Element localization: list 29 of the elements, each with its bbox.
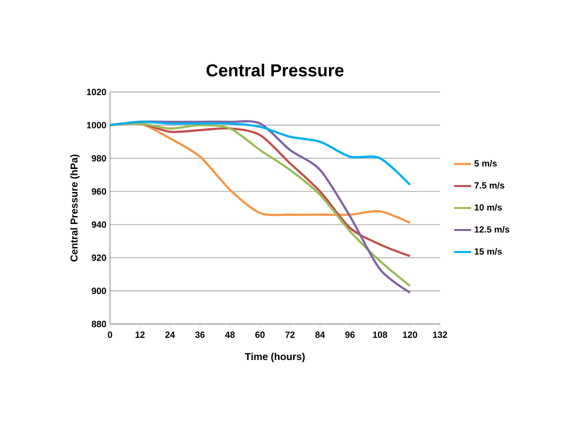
y-tick-label: 1020 bbox=[87, 88, 106, 96]
x-tick-label: 132 bbox=[433, 332, 448, 338]
y-tick-label: 880 bbox=[92, 320, 106, 328]
x-tick-label: 108 bbox=[373, 332, 388, 338]
x-tick-label: 36 bbox=[195, 332, 205, 338]
x-tick-label: 0 bbox=[108, 332, 112, 338]
x-tick-label: 120 bbox=[403, 332, 418, 338]
line-series bbox=[110, 120, 412, 186]
x-tick-label: 60 bbox=[255, 332, 265, 338]
x-tick-label: 24 bbox=[165, 332, 175, 338]
x-tick-label: 96 bbox=[345, 332, 355, 338]
chart-title: Central Pressure bbox=[206, 64, 344, 76]
legend-label: 15 m/s bbox=[474, 248, 502, 255]
legend-label: 5 m/s bbox=[474, 160, 497, 167]
legend-label: 7.5 m/s bbox=[474, 182, 504, 189]
y-tick-label: 960 bbox=[92, 188, 106, 195]
x-tick-label: 72 bbox=[285, 332, 295, 338]
x-tick-label: 84 bbox=[315, 332, 325, 338]
y-axis-title: Central Pressure (hPa) bbox=[70, 154, 80, 262]
x-tick-label: 48 bbox=[225, 332, 235, 338]
legend-label: 12.5 m/s bbox=[474, 226, 510, 233]
y-tick-label: 980 bbox=[92, 155, 106, 162]
y-tick-label: 940 bbox=[92, 221, 106, 228]
y-tick-label: 920 bbox=[92, 254, 106, 261]
x-axis-title: Time (hours) bbox=[244, 352, 305, 362]
legend-label: 10 m/s bbox=[474, 204, 502, 211]
x-tick-label: 12 bbox=[136, 332, 145, 338]
y-tick-label: 900 bbox=[92, 288, 106, 294]
y-tick-label: 1000 bbox=[87, 122, 106, 128]
